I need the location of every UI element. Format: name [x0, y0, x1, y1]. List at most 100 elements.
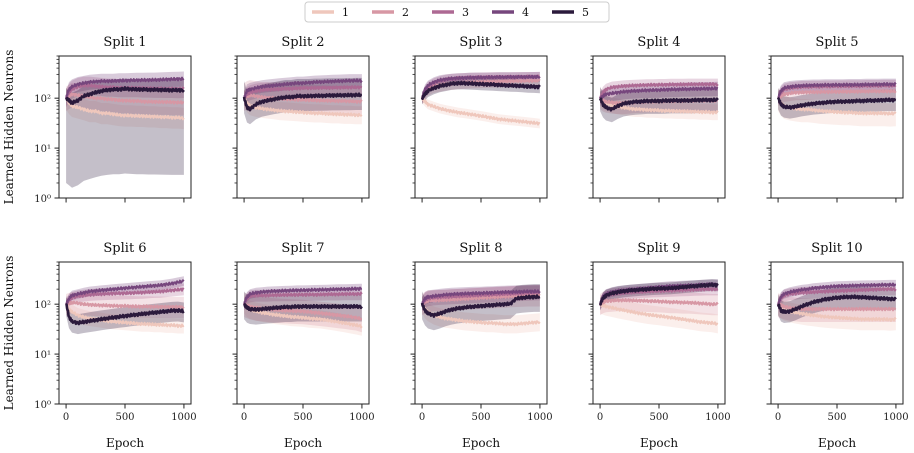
x-axis-label: Epoch	[106, 436, 144, 450]
panel-title: Split 4	[637, 35, 680, 50]
panel-title: Split 2	[281, 35, 324, 50]
legend-box	[304, 1, 610, 23]
x-tick-label: 0	[597, 412, 603, 423]
line-series-1	[421, 96, 541, 126]
line-series-1	[65, 97, 185, 121]
x-tick-label: 1000	[349, 412, 374, 423]
panel-split-6: 10⁰ 10¹ 10² 0 500 1000 Split 6	[34, 241, 196, 423]
x-axis-label: Epoch	[818, 436, 856, 450]
line-series-5	[598, 282, 719, 306]
line-series-5	[776, 97, 897, 110]
line-series-4	[65, 279, 185, 306]
legend-label-5: 5	[582, 6, 589, 19]
band-series-1	[244, 89, 362, 125]
band-series-1	[66, 88, 184, 130]
panel-title: Split 1	[103, 35, 146, 50]
band-series-4	[778, 279, 896, 309]
line-series-2	[243, 93, 363, 104]
x-tick-label: 0	[241, 412, 247, 423]
y-tick-label: 10⁰	[34, 400, 51, 411]
line-series-3	[777, 286, 897, 305]
x-tick-label: 1000	[527, 412, 552, 423]
x-tick-label: 500	[827, 412, 846, 423]
line-series-4	[599, 86, 719, 100]
panel-frame	[414, 261, 548, 405]
legend-label-3: 3	[462, 6, 469, 19]
line-series-5	[243, 302, 363, 312]
line-series-2	[777, 302, 897, 312]
panel-data-1	[65, 71, 185, 188]
panel-split-10: 0 500 1000 Split 10	[766, 241, 909, 423]
line-series-5	[598, 97, 719, 112]
line-series-5	[776, 294, 897, 314]
panel-split-8: 0 500 1000 Split 8	[410, 241, 553, 423]
band-series-3	[66, 76, 184, 108]
panel-data-5	[776, 78, 897, 127]
y-tick-label: 10²	[34, 94, 51, 105]
band-series-1	[600, 294, 718, 334]
line-series-5	[242, 92, 363, 112]
panel-title: Split 10	[811, 241, 862, 256]
x-tick-label: 0	[419, 412, 425, 423]
panel-frame	[592, 55, 726, 199]
line-series-4	[777, 282, 896, 305]
x-tick-label: 0	[775, 412, 781, 423]
line-series-3	[243, 291, 363, 306]
line-series-1	[599, 97, 719, 115]
band-series-1	[244, 295, 362, 336]
y-axis-label: Learned Hidden Neurons	[2, 256, 16, 411]
legend-label-1: 1	[342, 6, 349, 19]
panel-data-10	[776, 279, 897, 331]
panels-grid: 10⁰ 10¹ 10² Split 1 Split 2 Split 3 Split 4 Spl…	[34, 35, 908, 423]
x-tick-label: 500	[471, 412, 490, 423]
panel-title: Split 5	[815, 35, 858, 50]
line-series-2	[599, 298, 719, 307]
band-series-5	[66, 78, 184, 188]
panel-frame	[770, 55, 904, 199]
panel-data-2	[242, 74, 363, 125]
panel-title: Split 8	[459, 241, 502, 256]
panel-data-7	[243, 283, 363, 336]
legend-label-2: 2	[402, 6, 409, 19]
legend: 1 2 3 4 5	[304, 1, 610, 23]
legend-label-4: 4	[522, 6, 529, 19]
panel-title: Split 3	[459, 35, 502, 50]
panel-title: Split 9	[637, 241, 680, 256]
x-axis-label: Epoch	[284, 436, 322, 450]
y-axis-label: Learned Hidden Neurons	[2, 50, 16, 205]
panel-split-7: 0 500 1000 Split 7	[232, 241, 375, 423]
panel-title: Split 7	[281, 241, 324, 256]
band-series-1	[778, 88, 896, 127]
band-series-1	[778, 295, 896, 331]
panel-data-3	[420, 71, 541, 129]
x-tick-label: 500	[649, 412, 668, 423]
y-tick-label: 10¹	[34, 144, 51, 155]
panel-split-3: Split 3	[410, 35, 548, 203]
line-series-4	[777, 82, 897, 99]
line-series-3	[599, 82, 719, 99]
x-tick-label: 1000	[171, 412, 196, 423]
line-series-5	[65, 303, 185, 326]
line-series-5	[420, 294, 541, 318]
panel-data-8	[420, 284, 541, 334]
band-series-2	[778, 83, 896, 106]
y-tick-label: 10¹	[34, 350, 51, 361]
line-series-1	[599, 302, 719, 326]
x-tick-label: 1000	[705, 412, 730, 423]
x-tick-label: 0	[63, 412, 69, 423]
panel-data-6	[65, 276, 185, 335]
panel-split-5: Split 5	[766, 35, 904, 203]
line-series-4	[243, 286, 363, 306]
line-series-3	[243, 85, 363, 100]
line-series-1	[65, 302, 185, 329]
line-series-5	[65, 86, 185, 105]
panel-title: Split 6	[103, 241, 146, 256]
line-series-1	[243, 302, 363, 329]
line-series-3	[65, 287, 185, 306]
line-series-4	[421, 289, 541, 305]
x-tick-label: 500	[293, 412, 312, 423]
y-tick-label: 10²	[34, 300, 51, 311]
axis-labels: Epoch Epoch Epoch Epoch Epoch Learned Hidden …	[2, 50, 856, 450]
y-tick-label: 10⁰	[34, 194, 51, 205]
